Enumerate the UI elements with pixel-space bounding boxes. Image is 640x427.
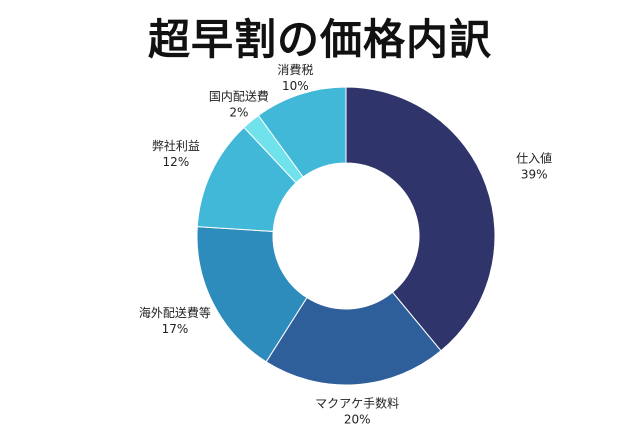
slice-value-label: 12% (163, 155, 190, 169)
donut-slice (345, 86, 496, 352)
slice-label: 海外配送費等 (139, 305, 211, 320)
donut-slice (257, 86, 347, 178)
slice-label: 国内配送費 (209, 89, 269, 104)
slice-label: 弊社利益 (152, 138, 200, 153)
slice-value-label: 39% (521, 167, 548, 181)
chart-title: 超早割の価格内訳 (147, 15, 492, 64)
slice-label: マクアケ手数料 (315, 396, 399, 411)
slice-value-label: 2% (229, 106, 248, 120)
slice-value-label: 17% (162, 322, 189, 336)
slice-value-label: 10% (282, 79, 309, 93)
slice-label: 消費税 (277, 62, 313, 77)
slice-value-label: 20% (344, 413, 371, 427)
donut-slice (196, 226, 308, 363)
donut-slice (265, 291, 442, 386)
slice-label: 仕入値 (516, 150, 552, 165)
